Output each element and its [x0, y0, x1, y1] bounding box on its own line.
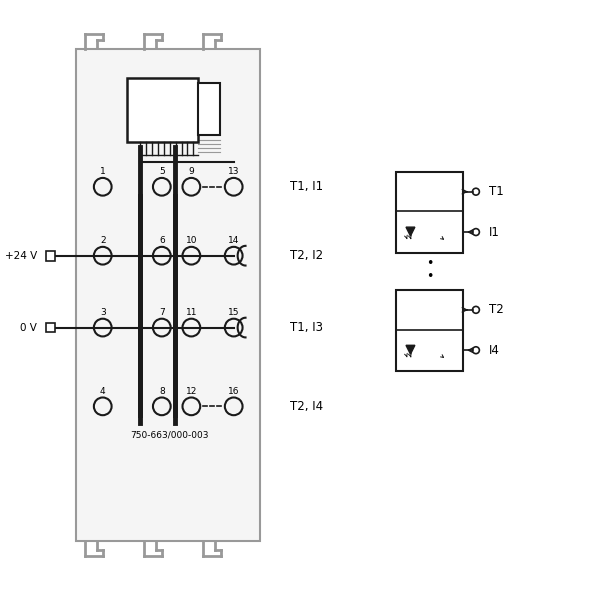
Text: 750-663/000-003: 750-663/000-003 — [130, 430, 209, 439]
Text: 4: 4 — [100, 387, 106, 396]
Text: 6: 6 — [159, 236, 164, 245]
Text: T1: T1 — [489, 185, 503, 198]
Bar — [198, 83, 220, 134]
Text: 11: 11 — [185, 308, 197, 317]
Text: T2, I4: T2, I4 — [290, 400, 323, 413]
Bar — [396, 290, 463, 371]
Text: 12: 12 — [185, 387, 197, 396]
Text: 9: 9 — [188, 167, 194, 176]
Text: •: • — [426, 270, 433, 283]
Bar — [46, 251, 55, 260]
Text: T2, I2: T2, I2 — [290, 249, 323, 262]
Bar — [127, 79, 198, 142]
Text: +24 V: +24 V — [5, 251, 37, 260]
Text: 1: 1 — [100, 167, 106, 176]
Text: •: • — [426, 257, 433, 270]
Polygon shape — [406, 227, 415, 236]
Bar — [76, 49, 260, 541]
Text: 5: 5 — [159, 167, 164, 176]
Text: I4: I4 — [489, 344, 500, 357]
Text: 14: 14 — [228, 236, 239, 245]
Text: I1: I1 — [489, 226, 500, 239]
Text: 8: 8 — [159, 387, 164, 396]
Text: 10: 10 — [185, 236, 197, 245]
Polygon shape — [406, 345, 415, 354]
Text: T2: T2 — [489, 304, 503, 316]
Bar — [396, 172, 463, 253]
Text: 16: 16 — [228, 387, 239, 396]
Text: 7: 7 — [159, 308, 164, 317]
Text: T1, I3: T1, I3 — [290, 321, 323, 334]
Text: T1, I1: T1, I1 — [290, 180, 323, 193]
Text: 15: 15 — [228, 308, 239, 317]
Bar — [46, 323, 55, 332]
Text: μC 1: μC 1 — [144, 110, 172, 120]
Text: 0 V: 0 V — [20, 323, 37, 332]
Text: 13: 13 — [228, 167, 239, 176]
Text: 2: 2 — [206, 82, 212, 92]
Text: 3: 3 — [100, 308, 106, 317]
Text: 2: 2 — [100, 236, 106, 245]
